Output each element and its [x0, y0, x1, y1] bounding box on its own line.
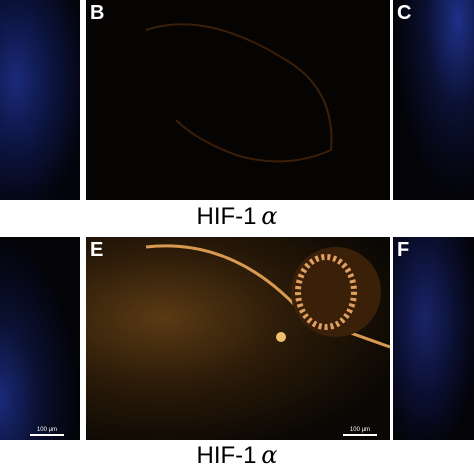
panel-label: E: [90, 239, 104, 261]
caption-symbol: α: [261, 441, 278, 469]
scale-bar: 100 μm: [343, 427, 377, 436]
panel-e: E 100 μm: [86, 237, 390, 440]
caption-text: HIF-1: [196, 203, 257, 230]
caption-symbol: α: [261, 202, 278, 230]
caption: HIF-1 α: [0, 202, 474, 231]
panel-label: B: [90, 2, 105, 24]
tissue-outline: [145, 23, 333, 163]
tissue: [145, 244, 390, 349]
panel-a: [0, 0, 80, 200]
panel-c: C: [393, 0, 474, 200]
panel-label: C: [397, 2, 412, 24]
panel-label: F: [397, 239, 410, 261]
panel-f: F: [393, 237, 474, 440]
caption: HIF-1 α: [0, 441, 474, 470]
caption-text: HIF-1: [196, 442, 257, 469]
panel-d: [0, 237, 80, 440]
scale-bar: 100 μm: [30, 427, 64, 436]
panel-b: B: [86, 0, 390, 200]
